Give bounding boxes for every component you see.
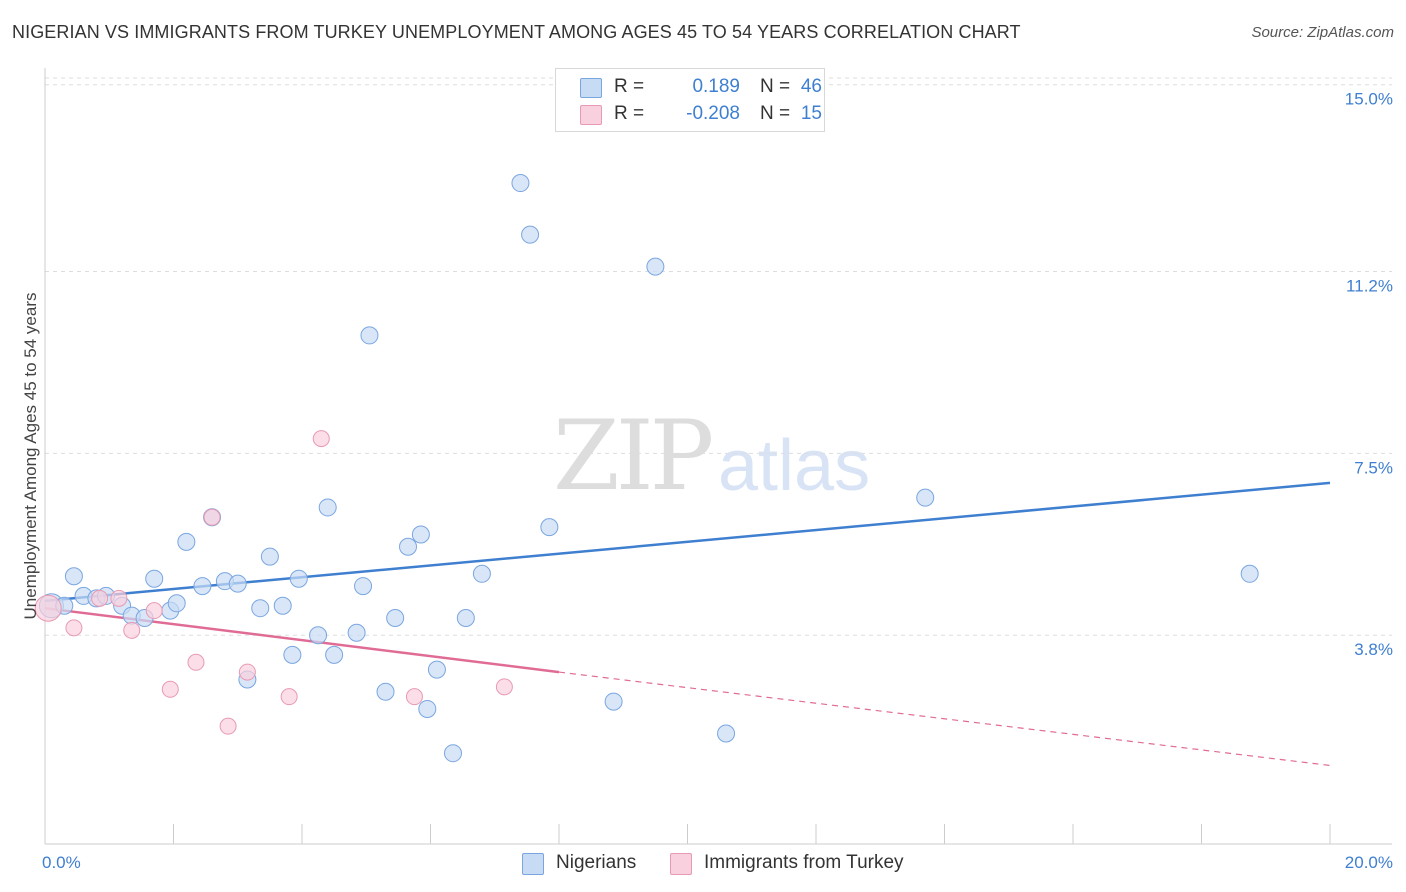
point-nigerians (64, 567, 83, 586)
point-turkey (280, 688, 298, 706)
point-nigerians (540, 518, 559, 537)
point-nigerians (318, 498, 337, 517)
legend-n-value: 15 (800, 103, 822, 124)
source-label: Source: ZipAtlas.com (1251, 24, 1394, 41)
series-label-turkey: Immigrants from Turkey (704, 852, 904, 873)
point-nigerians (193, 577, 212, 596)
point-nigerians (418, 699, 437, 718)
point-nigerians (228, 574, 247, 593)
series-swatch-turkey (670, 853, 692, 875)
y-axis-label: Unemployment Among Ages 45 to 54 years (21, 293, 40, 620)
x-tick-label-min: 0.0% (42, 853, 81, 872)
point-nigerians (717, 724, 736, 743)
point-nigerians (511, 174, 530, 193)
point-nigerians (325, 645, 344, 664)
point-turkey (161, 680, 179, 698)
point-nigerians (167, 594, 186, 613)
axis-layer (44, 68, 1392, 845)
point-nigerians (360, 326, 379, 345)
point-nigerians (177, 532, 196, 551)
label-layer: 3.8% 7.5% 11.2% 15.0% 0.0% 20.0% Unemployment … (21, 90, 1393, 872)
point-turkey (405, 688, 423, 706)
chart-title: NIGERIAN VS IMMIGRANTS FROM TURKEY UNEMP… (12, 22, 1021, 42)
point-nigerians (289, 569, 308, 588)
point-nigerians (472, 564, 491, 583)
series-swatch-nigerians (522, 853, 544, 875)
point-nigerians (260, 547, 279, 566)
point-nigerians (309, 626, 328, 645)
legend-swatch-turkey (580, 105, 602, 125)
point-nigerians (354, 577, 373, 596)
point-turkey (110, 589, 128, 607)
legend-r-value: 0.189 (692, 76, 740, 97)
trendline-nigerians (44, 481, 1331, 603)
point-turkey (219, 717, 237, 735)
trend-layer (44, 481, 1331, 767)
point-nigerians (427, 660, 446, 679)
point-nigerians (521, 225, 540, 244)
series-legend: Nigerians Immigrants from Turkey (0, 851, 1406, 879)
point-nigerians (145, 569, 164, 588)
x-tick-label-max: 20.0% (1345, 853, 1393, 872)
point-nigerians (916, 488, 935, 507)
y-tick-label: 7.5% (1354, 458, 1393, 477)
point-turkey (312, 430, 330, 448)
legend-n-value: 46 (800, 76, 822, 97)
trendline-turkey-extension (558, 671, 1331, 767)
trendline-turkey (44, 606, 560, 674)
point-turkey (145, 602, 163, 620)
point-nigerians (251, 599, 270, 618)
point-layer (34, 174, 1259, 763)
legend-r-label: R = (614, 103, 645, 124)
point-turkey (238, 663, 256, 681)
legend-r-label: R = (614, 76, 645, 97)
point-nigerians (376, 682, 395, 701)
point-turkey (203, 508, 221, 526)
point-nigerians (604, 692, 623, 711)
point-turkey (187, 653, 205, 671)
point-nigerians (273, 596, 292, 615)
y-tick-label: 15.0% (1345, 90, 1393, 109)
point-nigerians (456, 609, 475, 628)
grid-layer (45, 77, 1392, 636)
point-nigerians (283, 645, 302, 664)
legend-n-label: N = (760, 103, 791, 124)
watermark-atlas: atlas (718, 426, 871, 506)
correlation-legend: R = 0.189 N = 46 R = -0.208 N = 15 (555, 68, 825, 132)
point-nigerians (411, 525, 430, 544)
point-nigerians (386, 609, 405, 628)
point-nigerians (399, 537, 418, 556)
legend-r-value: -0.208 (686, 103, 740, 124)
legend-n-label: N = (760, 76, 791, 97)
point-turkey (91, 589, 109, 607)
y-tick-label: 3.8% (1354, 640, 1393, 659)
point-turkey (495, 678, 513, 696)
point-turkey (34, 594, 62, 622)
point-nigerians (646, 257, 665, 276)
point-nigerians (443, 744, 462, 763)
watermark-zip: ZIP (553, 400, 714, 512)
y-tick-label: 11.2% (1346, 277, 1393, 296)
point-nigerians (347, 623, 366, 642)
point-turkey (65, 619, 83, 637)
point-turkey (123, 621, 141, 639)
legend-swatch-nigerians (580, 78, 602, 98)
series-label-nigerians: Nigerians (556, 852, 637, 873)
point-nigerians (1240, 564, 1259, 583)
